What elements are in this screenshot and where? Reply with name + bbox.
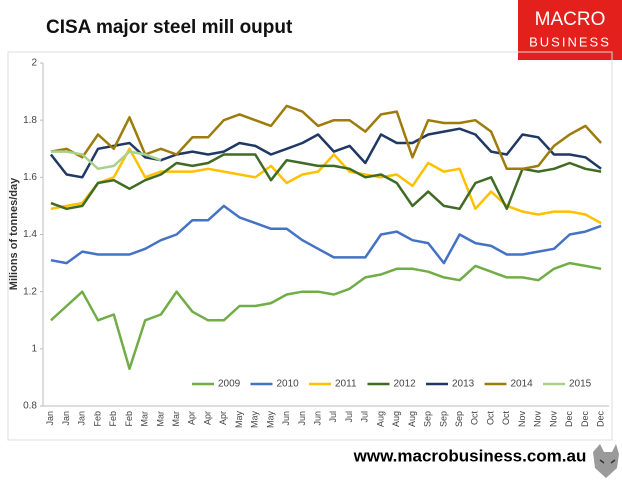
x-tick-label: Jul: [328, 411, 338, 423]
x-tick-label: Sep: [438, 411, 448, 427]
x-tick-label: Aug: [391, 411, 401, 427]
y-tick-label: 1.4: [23, 229, 37, 240]
x-tick-label: Mar: [155, 411, 165, 427]
y-tick-label: 0.8: [23, 401, 37, 412]
series-line: [50, 147, 602, 225]
x-tick-label: Feb: [92, 411, 102, 427]
x-tick-label: Dec: [564, 411, 574, 428]
x-tick-label: Apr: [202, 411, 212, 425]
x-tick-label: Jan: [61, 411, 71, 426]
x-tick-label: Nov: [517, 411, 527, 428]
x-tick-label: Jan: [45, 411, 55, 426]
y-tick-label: 1.6: [23, 172, 37, 183]
x-tick-label: Oct: [470, 411, 480, 426]
x-tick-label: Jun: [297, 411, 307, 426]
y-tick-label: 1: [31, 343, 37, 354]
x-tick-label: Dec: [596, 411, 606, 428]
series-line: [50, 153, 602, 211]
series-line: [50, 104, 603, 171]
y-axis-label: Milions of tonnes/day: [8, 177, 20, 290]
x-tick-label: Nov: [548, 411, 558, 428]
x-tick-label: Jun: [281, 411, 291, 426]
x-tick-label: Mar: [140, 411, 150, 427]
series-line: [50, 204, 602, 265]
y-tick-label: 2: [31, 58, 37, 69]
x-tick-label: Sep: [454, 411, 464, 427]
logo-text: BUSINESS: [529, 34, 611, 49]
x-tick-label: Apr: [218, 411, 228, 425]
x-tick-label: Mar: [171, 411, 181, 427]
x-tick-label: Aug: [407, 411, 417, 427]
logo-box: [518, 0, 622, 60]
chart-frame: [7, 51, 613, 441]
x-tick-label: May: [265, 411, 275, 429]
x-tick-label: May: [234, 411, 244, 429]
chart-title: CISA major steel mill ouput: [46, 17, 293, 38]
x-tick-label: Sep: [423, 411, 433, 427]
legend-label: 2013: [452, 379, 475, 390]
wolf-icon: [593, 444, 619, 478]
x-tick-label: Oct: [501, 411, 511, 426]
legend-label: 2010: [277, 379, 300, 390]
legend-label: 2012: [394, 379, 417, 390]
x-tick-label: Jun: [313, 411, 323, 426]
legend-label: 2011: [335, 379, 357, 390]
x-tick-label: Oct: [485, 411, 495, 426]
x-tick-label: Dec: [580, 411, 590, 428]
logo-text: MACRO: [535, 9, 606, 30]
x-tick-label: Jul: [360, 411, 370, 423]
x-tick-label: Apr: [187, 411, 197, 425]
legend-label: 2009: [218, 379, 241, 390]
footer: www.macrobusiness.com.au: [353, 446, 587, 465]
y-tick-label: 1.2: [23, 286, 37, 297]
series-line: [50, 261, 602, 371]
y-tick-label: 1.8: [23, 115, 37, 126]
x-tick-label: Feb: [108, 411, 118, 427]
series-line: [50, 150, 162, 171]
x-tick-label: Jan: [77, 411, 87, 426]
x-tick-label: Jul: [344, 411, 354, 423]
x-tick-label: Feb: [124, 411, 134, 427]
x-tick-label: Nov: [533, 411, 543, 428]
legend-label: 2015: [569, 379, 592, 390]
legend-label: 2014: [511, 379, 534, 390]
x-tick-label: Aug: [375, 411, 385, 427]
x-tick-label: May: [250, 411, 260, 429]
